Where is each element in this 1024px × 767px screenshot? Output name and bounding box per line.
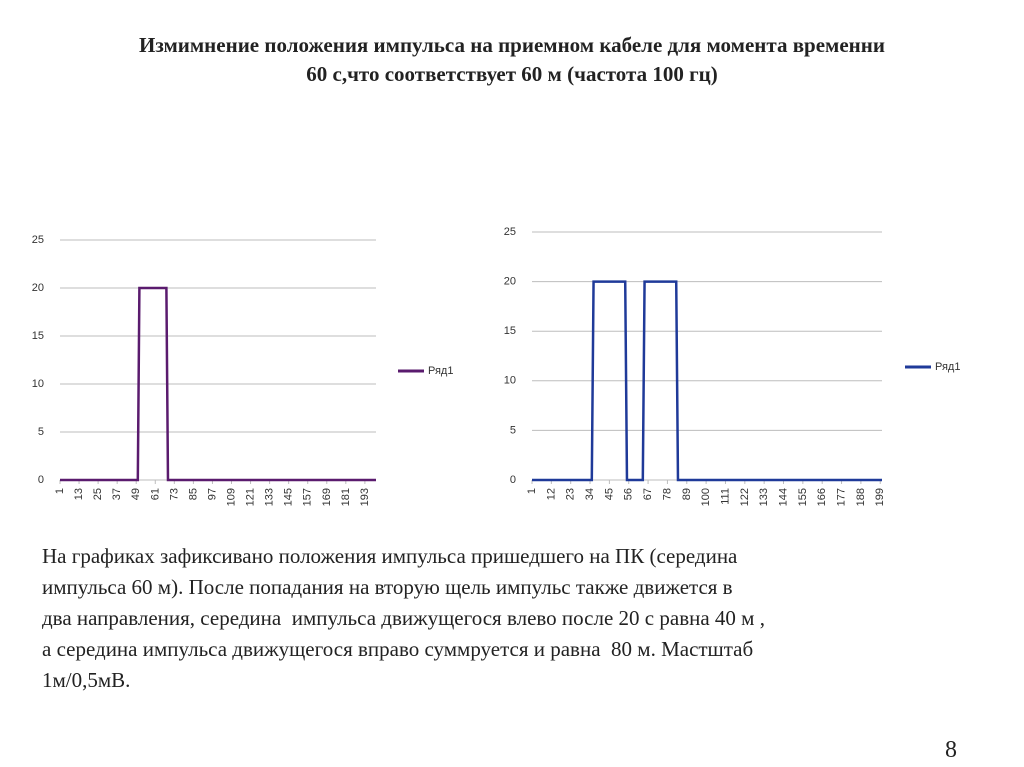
y-tick-label: 10 <box>32 378 44 390</box>
body-text: На графиках зафиксивано положения импуль… <box>42 544 738 568</box>
x-tick-label: 144 <box>778 488 790 506</box>
x-tick-label: 109 <box>225 488 237 506</box>
y-tick-label: 5 <box>38 426 44 438</box>
x-tick-label: 169 <box>321 488 333 506</box>
x-tick-label: 61 <box>149 488 161 500</box>
x-tick-label: 122 <box>739 488 751 506</box>
y-tick-label: 15 <box>32 330 44 342</box>
x-tick-label: 111 <box>719 488 731 505</box>
x-tick-label: 155 <box>797 488 809 506</box>
x-tick-label: 188 <box>855 488 867 506</box>
x-tick-label: 1 <box>526 488 538 494</box>
x-tick-label: 67 <box>642 488 654 500</box>
x-tick-label: 34 <box>584 488 596 500</box>
slide-title: 60 с,что соответствует 60 м (частота 100… <box>306 62 718 86</box>
x-tick-label: 25 <box>92 488 104 500</box>
x-tick-label: 199 <box>874 488 886 506</box>
x-tick-label: 177 <box>836 488 848 506</box>
x-tick-label: 85 <box>187 488 199 500</box>
x-tick-label: 181 <box>340 488 352 506</box>
x-tick-label: 100 <box>700 488 712 506</box>
body-text: два направления, середина импульса движу… <box>42 606 765 630</box>
x-tick-label: 45 <box>603 488 615 500</box>
x-tick-label: 37 <box>111 488 123 500</box>
body-text: 1м/0,5мВ. <box>42 668 131 692</box>
x-tick-label: 73 <box>168 488 180 500</box>
legend-label: Ряд1 <box>935 361 960 373</box>
page-number: 8 <box>945 737 957 763</box>
x-tick-label: 78 <box>661 488 673 500</box>
x-tick-label: 133 <box>758 488 770 506</box>
x-tick-label: 166 <box>816 488 828 506</box>
x-tick-label: 133 <box>264 488 276 506</box>
y-tick-label: 15 <box>504 325 516 337</box>
x-tick-label: 157 <box>302 488 314 506</box>
x-tick-label: 89 <box>681 488 693 500</box>
legend-label: Ряд1 <box>428 365 453 377</box>
x-tick-label: 23 <box>565 488 577 500</box>
x-tick-label: 13 <box>73 488 85 500</box>
y-tick-label: 20 <box>504 276 516 288</box>
y-tick-label: 20 <box>32 282 44 294</box>
x-tick-label: 121 <box>245 488 257 506</box>
x-tick-label: 12 <box>545 488 557 500</box>
slide-title: Измимнение положения импульса на приемно… <box>139 33 885 57</box>
body-text: импульса 60 м). После попадания на втору… <box>42 575 733 599</box>
x-tick-label: 145 <box>283 488 295 506</box>
y-tick-label: 25 <box>32 234 44 246</box>
y-tick-label: 5 <box>510 424 516 436</box>
series-line <box>532 280 882 482</box>
y-tick-label: 10 <box>504 375 516 387</box>
x-tick-label: 49 <box>130 488 142 500</box>
x-tick-label: 97 <box>206 488 218 500</box>
body-text: а середина импульса движущегося вправо с… <box>42 637 754 661</box>
y-tick-label: 0 <box>38 474 44 486</box>
y-tick-label: 25 <box>504 226 516 238</box>
series-line <box>60 286 376 482</box>
y-tick-label: 0 <box>510 474 516 486</box>
x-tick-label: 56 <box>623 488 635 500</box>
x-tick-label: 1 <box>54 488 66 494</box>
x-tick-label: 193 <box>359 488 371 506</box>
